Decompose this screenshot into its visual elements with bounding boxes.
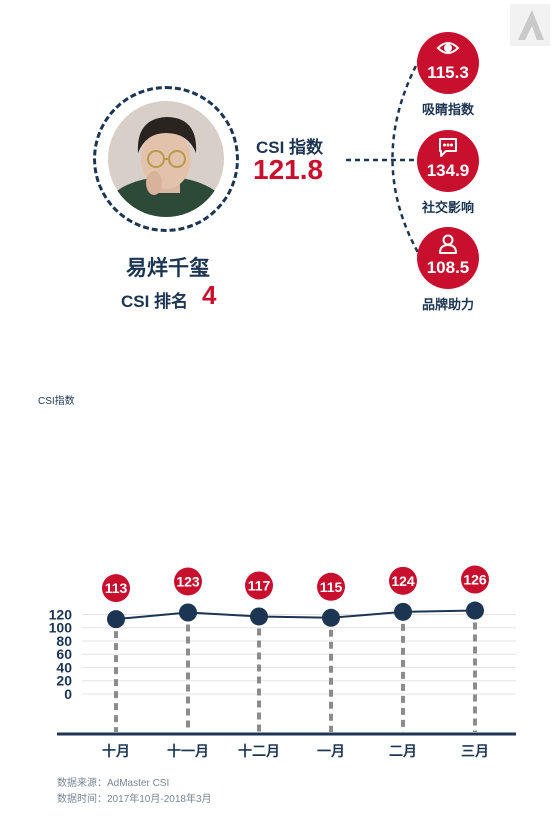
data-label-bubble xyxy=(389,566,417,595)
data-source-note: 数据来源：AdMaster CSI xyxy=(57,778,170,789)
y-tick-label: 80 xyxy=(56,633,72,649)
csi-label: CSI 指数 xyxy=(256,138,324,157)
eye-icon xyxy=(436,42,460,54)
x-tick-label: 十月 xyxy=(102,743,130,759)
x-tick-label: 三月 xyxy=(461,743,489,759)
y-tick-label: 60 xyxy=(56,646,72,662)
data-label: 123 xyxy=(176,574,200,590)
data-label-bubble xyxy=(317,572,345,601)
metric-circle-brand: 108.5 xyxy=(417,227,479,289)
data-label: 126 xyxy=(463,572,487,588)
data-point xyxy=(250,607,268,626)
data-point xyxy=(179,603,197,622)
metric-value: 115.3 xyxy=(427,63,469,82)
x-tick-label: 十一月 xyxy=(167,743,209,759)
x-tick-label: 一月 xyxy=(317,743,345,759)
x-tick-label: 二月 xyxy=(389,743,417,759)
data-label: 124 xyxy=(391,573,415,589)
metric-value: 108.5 xyxy=(426,258,470,277)
metric-circle-social: 134.9 xyxy=(417,130,479,192)
data-label: 115 xyxy=(320,579,343,595)
rank-label: CSI 排名 xyxy=(121,292,189,311)
person-icon xyxy=(439,234,457,254)
celebrity-name: 易烊千玺 xyxy=(126,257,210,280)
data-period-note: 数据时间：2017年10月-2018年3月 xyxy=(57,794,212,805)
data-label: 117 xyxy=(248,577,271,593)
metric-value: 134.9 xyxy=(426,161,470,180)
chat-bubble-icon xyxy=(439,138,457,157)
data-point xyxy=(466,601,484,620)
metric-label: 社交影响 xyxy=(421,200,474,215)
metric-circle-attention: 115.3 xyxy=(417,32,479,94)
y-tick-label: 40 xyxy=(56,659,72,675)
connector-lines xyxy=(346,57,422,257)
avatar xyxy=(108,101,224,217)
data-label-bubble xyxy=(102,574,130,603)
data-label-bubble xyxy=(245,571,273,600)
x-tick-label: 十二月 xyxy=(238,743,280,759)
metric-label: 吸睛指数 xyxy=(421,102,474,117)
brand-logo-icon xyxy=(510,4,550,46)
series-line xyxy=(115,609,476,621)
data-point xyxy=(322,608,340,627)
y-tick-label: 120 xyxy=(49,606,73,622)
y-axis-label: CSI指数 xyxy=(38,394,75,407)
data-label-bubble xyxy=(174,567,202,596)
y-tick-label: 0 xyxy=(64,686,72,702)
data-label-bubble xyxy=(461,565,489,594)
rank-value: 4 xyxy=(202,280,217,310)
data-point xyxy=(107,610,125,629)
y-tick-label: 100 xyxy=(49,620,73,636)
csi-value: 121.8 xyxy=(253,154,324,185)
y-tick-label: 20 xyxy=(56,673,72,689)
data-point xyxy=(394,602,412,621)
data-label: 113 xyxy=(105,580,128,596)
metric-label: 品牌助力 xyxy=(421,297,474,312)
avatar-ring xyxy=(93,86,239,232)
